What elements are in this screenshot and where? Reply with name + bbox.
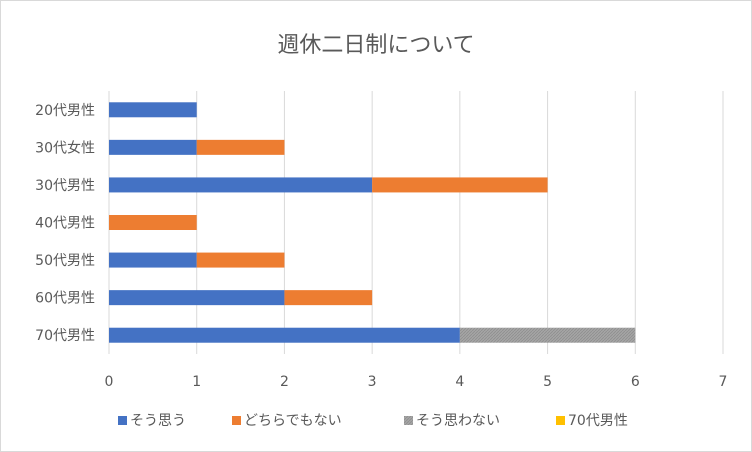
bar-segment [196, 139, 285, 155]
category-label: 30代女性 [35, 139, 95, 156]
category-label: 50代男性 [35, 253, 95, 269]
x-tick-label: 2 [280, 374, 289, 390]
bar-segment [109, 327, 460, 343]
chart-title: 週休二日制について [277, 33, 474, 58]
legend-swatch [556, 416, 565, 425]
bar-segment [109, 215, 197, 230]
x-tick-label: 4 [455, 374, 464, 390]
x-tick-label: 5 [543, 374, 552, 390]
bar-segment [196, 252, 285, 268]
bars [109, 102, 636, 343]
bar-segment [284, 290, 373, 306]
category-label: 20代男性 [35, 103, 95, 119]
legend-swatch [118, 416, 127, 425]
x-tick-label: 7 [719, 374, 728, 390]
category-labels: 20代男性 30代女性 30代男性 40代男性 50代男性 60代男性 70代男性 [35, 103, 95, 344]
x-tick-label: 3 [368, 374, 377, 390]
category-label: 60代男性 [35, 291, 95, 307]
bar-segment [109, 102, 197, 118]
legend-label: どちらでもない [244, 413, 342, 429]
bar-segment [109, 290, 285, 306]
legend-swatch [232, 416, 241, 425]
x-tick-labels: 0 1 2 3 4 5 6 7 [105, 374, 728, 390]
bar-segment [109, 139, 197, 155]
x-tick-label: 0 [105, 374, 114, 390]
legend-label: そう思わない [416, 413, 500, 429]
bar-segment [372, 177, 548, 193]
category-label: 40代男性 [35, 216, 95, 232]
legend-swatch [404, 416, 413, 425]
legend: そう思う どちらでもない そう思わない 70代男性 [118, 413, 628, 429]
bar-segment [109, 252, 197, 268]
x-tick-label: 6 [631, 374, 640, 390]
gridlines [108, 91, 724, 354]
x-tick-label: 1 [192, 374, 201, 390]
legend-label: 70代男性 [568, 413, 628, 429]
legend-label: そう思う [130, 413, 186, 429]
bar-segment [459, 327, 636, 343]
category-label: 70代男性 [35, 328, 95, 344]
category-label: 30代男性 [35, 178, 95, 194]
bar-segment [109, 177, 373, 193]
